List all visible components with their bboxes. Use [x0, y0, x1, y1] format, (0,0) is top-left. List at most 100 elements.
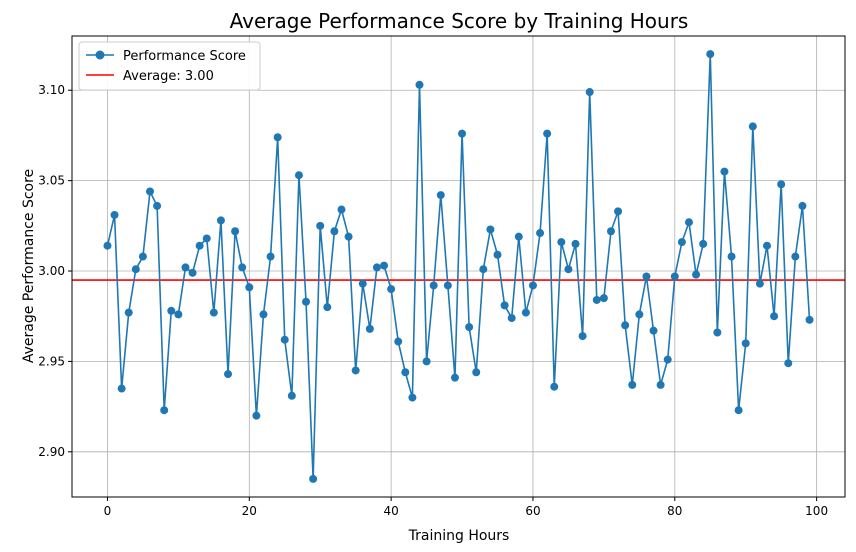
data-point [578, 332, 587, 341]
data-point [720, 167, 729, 176]
data-point [415, 80, 424, 89]
data-point [472, 368, 481, 377]
data-point [273, 133, 282, 142]
x-tick-label: 20 [242, 504, 257, 518]
data-point [458, 129, 467, 138]
data-point [663, 355, 672, 364]
data-point [209, 308, 218, 317]
data-point [521, 308, 530, 317]
data-point [677, 238, 686, 247]
data-point [245, 283, 254, 292]
data-point [479, 265, 488, 274]
data-point [628, 380, 637, 389]
data-point [500, 301, 509, 310]
plot-area-frame [71, 35, 846, 498]
axis-ticks: 0 20 40 60 80 100 2.90 2.95 3.00 3.05 3.10 [38, 83, 828, 518]
data-point [131, 265, 140, 274]
legend-series-marker [95, 50, 105, 60]
y-axis-label: Average Performance Score [21, 169, 37, 363]
data-point [358, 279, 367, 288]
data-point [614, 207, 623, 216]
data-point [323, 303, 332, 312]
data-point [316, 221, 325, 230]
y-tick-label: 2.90 [38, 445, 65, 459]
y-tick-label: 2.95 [38, 354, 65, 368]
data-point [798, 201, 807, 210]
data-point [706, 50, 715, 59]
data-point [656, 380, 665, 389]
x-tick-label: 0 [104, 504, 112, 518]
data-point [755, 279, 764, 288]
data-point [387, 285, 396, 294]
data-point [216, 216, 225, 225]
data-point [557, 238, 566, 247]
data-point [365, 324, 374, 333]
data-point [777, 180, 786, 189]
data-point [167, 306, 176, 315]
data-point [713, 328, 722, 337]
data-point [592, 295, 601, 304]
data-point [103, 241, 112, 250]
data-point [465, 323, 474, 332]
data-point [762, 241, 771, 250]
data-point [514, 232, 523, 241]
data-point [585, 88, 594, 97]
data-point [351, 366, 360, 375]
data-point [330, 227, 339, 236]
data-point [536, 229, 545, 238]
data-point [443, 281, 452, 290]
x-tick-label: 80 [667, 504, 682, 518]
gridlines [72, 36, 845, 497]
x-tick-label: 60 [525, 504, 540, 518]
data-point [408, 393, 417, 402]
x-tick-label: 100 [805, 504, 828, 518]
y-tick-label: 3.00 [38, 264, 65, 278]
data-point [606, 227, 615, 236]
data-point [280, 335, 289, 344]
data-point [450, 373, 459, 382]
data-point [748, 122, 757, 131]
data-point [684, 218, 693, 227]
data-point [649, 326, 658, 335]
data-point [692, 270, 701, 279]
data-point [543, 129, 552, 138]
data-point [493, 250, 502, 259]
data-point [117, 384, 126, 393]
data-point [741, 339, 750, 348]
data-point [422, 357, 431, 366]
data-point [259, 310, 268, 319]
data-point [805, 315, 814, 324]
data-point [394, 337, 403, 346]
data-point [344, 232, 353, 241]
data-point [642, 272, 651, 281]
legend-average-label: Average: 3.00 [123, 69, 214, 84]
data-point [302, 297, 311, 306]
y-tick-label: 3.05 [38, 174, 65, 188]
chart-title: Average Performance Score by Training Ho… [230, 9, 689, 33]
data-point [550, 382, 559, 391]
data-point [401, 368, 410, 377]
data-point [429, 281, 438, 290]
data-point [202, 234, 211, 243]
data-point [252, 411, 261, 420]
data-point [599, 294, 608, 303]
series-line [106, 53, 811, 480]
data-point [110, 210, 119, 219]
series-group [103, 50, 814, 483]
data-point [564, 265, 573, 274]
data-point [181, 263, 190, 272]
data-point [784, 359, 793, 368]
data-point [153, 201, 162, 210]
data-point [238, 263, 247, 272]
data-point [231, 227, 240, 236]
data-point [380, 261, 389, 270]
data-point [507, 314, 516, 323]
x-tick-label: 40 [383, 504, 398, 518]
data-point [436, 191, 445, 200]
data-point [528, 281, 537, 290]
legend-series-label: Performance Score [123, 49, 246, 64]
data-point [486, 225, 495, 234]
data-point [174, 310, 183, 319]
data-point [571, 239, 580, 248]
